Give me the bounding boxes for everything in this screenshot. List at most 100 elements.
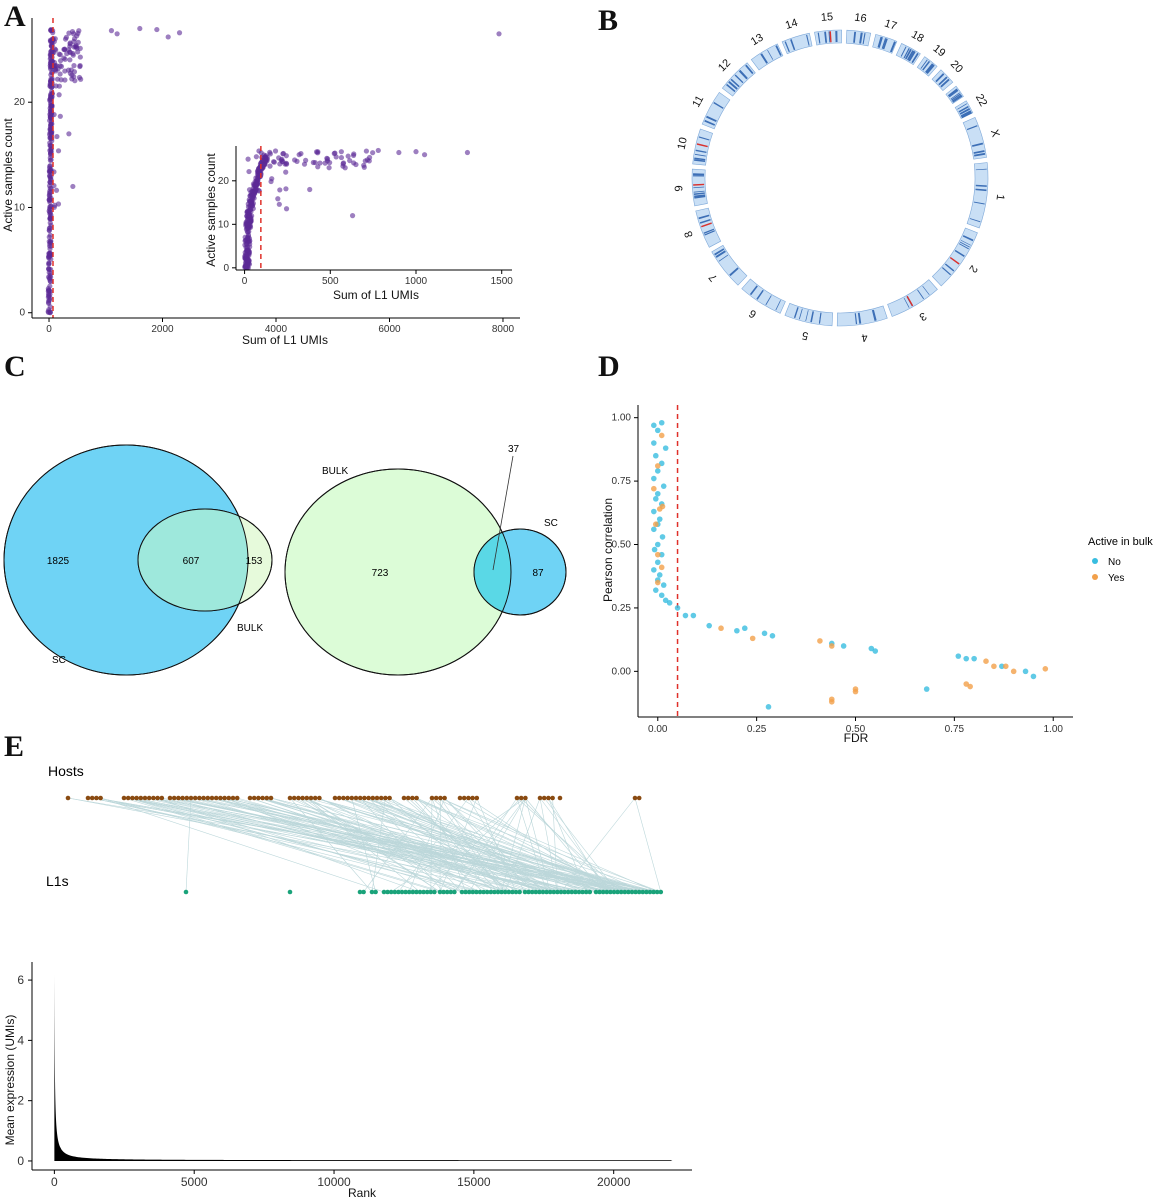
chromosome-band xyxy=(805,310,809,322)
x-tick-label: 5000 xyxy=(181,1175,208,1189)
point-no xyxy=(656,516,663,522)
chromosome-band xyxy=(706,115,717,122)
chromosome-band xyxy=(947,88,958,97)
scatter-point xyxy=(247,193,253,199)
y-tick-label: 0.50 xyxy=(612,540,632,551)
scatter-point xyxy=(347,157,353,164)
scatter-point xyxy=(245,212,251,218)
scatter-point xyxy=(249,200,255,207)
scatter-point xyxy=(271,159,277,165)
scatter-point xyxy=(246,168,252,175)
l1-point xyxy=(470,889,476,895)
scatter-point xyxy=(361,164,367,170)
point-yes xyxy=(652,521,659,528)
point-yes xyxy=(658,432,665,439)
x-tick-label: 2000 xyxy=(151,324,174,335)
chromosome-label: 11 xyxy=(690,94,706,110)
chromosome-band xyxy=(694,159,706,163)
x-tick-label: 0 xyxy=(46,324,52,335)
host-point xyxy=(264,795,270,801)
expression-area xyxy=(54,974,673,1161)
scatter-point xyxy=(58,63,65,70)
l1-point xyxy=(452,889,457,895)
main-y-ticks: 0 10 20 xyxy=(14,97,32,319)
panel-letter-b: B xyxy=(598,4,619,37)
chromosome-band xyxy=(958,105,969,113)
host-point xyxy=(188,795,194,801)
link-line xyxy=(149,797,587,893)
link-line xyxy=(294,797,481,893)
host-point xyxy=(201,795,206,801)
chromosome-10 xyxy=(692,128,714,166)
scatter-point xyxy=(48,135,54,141)
chromosome-band xyxy=(698,214,710,219)
host-point xyxy=(353,795,359,801)
scatter-point xyxy=(46,260,52,266)
venn1-overlap-count: 607 xyxy=(183,556,200,567)
link-line xyxy=(412,797,661,893)
point-no xyxy=(654,490,661,497)
chromosome-14 xyxy=(781,32,813,55)
scatter-point xyxy=(47,189,54,196)
scatter-point xyxy=(66,47,72,53)
host-point xyxy=(457,795,463,801)
l1-point xyxy=(555,889,560,895)
link-line xyxy=(128,797,484,893)
venn-2: 723 87 37 BULK SC xyxy=(284,444,567,676)
scatter-point xyxy=(47,117,53,124)
l1-point xyxy=(466,889,472,895)
l1-point xyxy=(618,889,624,895)
l1-point xyxy=(658,889,664,895)
chromosome-21 xyxy=(945,85,964,104)
host-point xyxy=(167,795,173,801)
host-point xyxy=(98,795,103,801)
chromosome-band xyxy=(952,95,963,103)
panel-c-venns: 1825 607 153 SC BULK 723 87 37 BULK SC xyxy=(3,444,567,676)
chromosome-band xyxy=(975,184,987,187)
scatter-point xyxy=(47,97,53,104)
scatter-point xyxy=(350,152,357,159)
scatter-point xyxy=(176,30,183,36)
chromosome-band xyxy=(957,103,968,110)
host-point xyxy=(341,795,346,801)
link-line xyxy=(182,797,600,893)
chromosome-band xyxy=(703,228,715,234)
point-no xyxy=(651,440,657,446)
chromosome-band xyxy=(714,248,725,256)
point-no xyxy=(741,625,748,632)
point-no xyxy=(659,534,666,540)
panel-letter-c: C xyxy=(4,350,26,383)
chromosome-band xyxy=(862,33,866,45)
link-line xyxy=(92,797,509,893)
host-point xyxy=(401,795,407,801)
chromosome-label: 5 xyxy=(801,329,810,342)
scatter-point xyxy=(47,232,53,238)
scatter-point xyxy=(303,157,309,163)
venn2-bulk-label: BULK xyxy=(322,466,348,477)
chromosome-band xyxy=(729,267,739,277)
link-line xyxy=(174,797,622,893)
scatter-point xyxy=(283,206,290,212)
scatter-point xyxy=(324,158,331,164)
l1-point xyxy=(626,889,631,895)
scatter-point xyxy=(283,186,289,192)
chromosome-band xyxy=(962,235,974,242)
host-point xyxy=(159,795,165,801)
scatter-point xyxy=(464,149,471,156)
point-yes xyxy=(852,688,859,695)
scatter-point xyxy=(267,149,273,155)
scatter-point xyxy=(317,160,323,166)
chromosome-label: 16 xyxy=(854,12,868,25)
host-point xyxy=(226,795,232,801)
l1-point xyxy=(562,889,567,895)
chromosome-band xyxy=(738,70,748,80)
point-no xyxy=(660,483,667,489)
l1-point xyxy=(410,889,416,895)
scatter-point xyxy=(283,153,289,159)
inset-x-ticks: 0 500 1000 1500 xyxy=(242,270,513,287)
scatter-point xyxy=(67,70,73,76)
y-tick-label: 0 xyxy=(17,1154,24,1168)
link-line xyxy=(412,797,499,893)
chromosome-15 xyxy=(814,29,842,46)
scatter-point xyxy=(279,156,285,162)
